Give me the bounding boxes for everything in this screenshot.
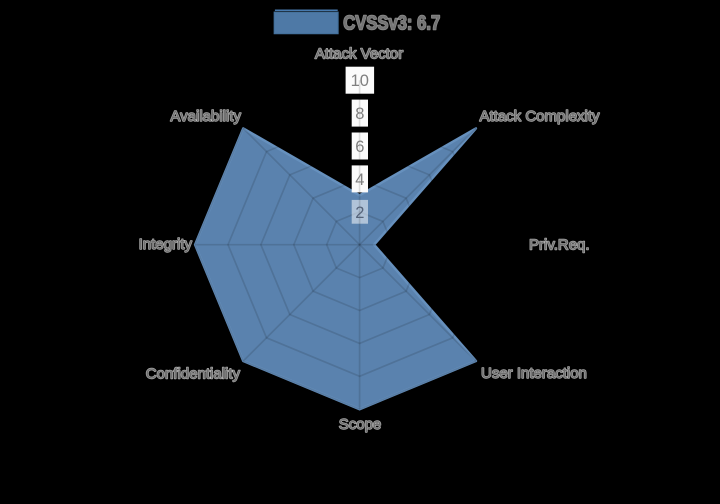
svg-text:10: 10: [351, 72, 369, 90]
svg-text:CVSSv3: 6.7: CVSSv3: 6.7: [343, 13, 440, 35]
svg-text:4: 4: [355, 171, 364, 189]
svg-text:8: 8: [355, 105, 364, 123]
svg-text:Attack Vector: Attack Vector: [315, 45, 403, 62]
svg-text:Integrity: Integrity: [139, 236, 193, 253]
svg-text:6: 6: [355, 138, 364, 156]
svg-text:Scope: Scope: [339, 416, 382, 433]
svg-text:Availability: Availability: [170, 108, 241, 125]
svg-text:Priv.Req.: Priv.Req.: [529, 237, 590, 254]
svg-text:2: 2: [355, 204, 364, 222]
svg-text:Attack Complexity: Attack Complexity: [480, 108, 601, 125]
svg-text:Confidentiality: Confidentiality: [146, 366, 241, 383]
svg-text:User Interaction: User Interaction: [481, 365, 587, 382]
